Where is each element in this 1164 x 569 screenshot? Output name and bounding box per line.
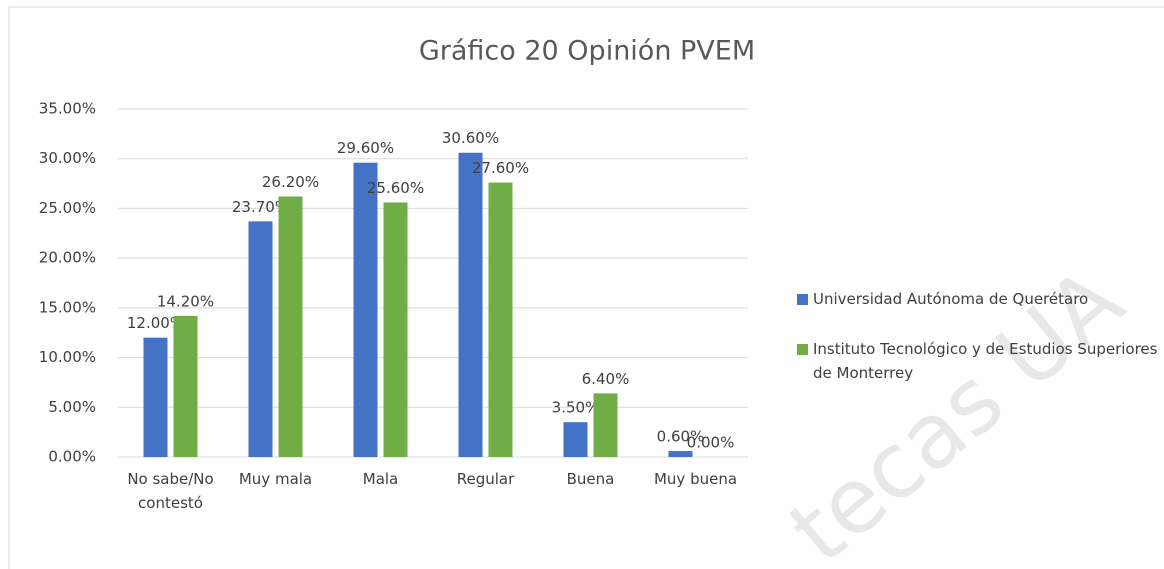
chart-border xyxy=(8,6,1164,569)
value-label: 14.20% xyxy=(157,292,214,310)
value-label: 29.60% xyxy=(337,139,394,157)
bar xyxy=(143,337,168,457)
y-tick-label: 35.00% xyxy=(39,100,96,118)
x-tick-label: Mala xyxy=(362,470,399,488)
y-tick-label: 10.00% xyxy=(39,348,96,366)
legend-entry: Universidad Autónoma de Querétaro xyxy=(797,287,1164,311)
bar xyxy=(173,315,198,457)
bar xyxy=(353,162,378,458)
value-label: 27.60% xyxy=(472,159,529,177)
value-label: 26.20% xyxy=(262,173,319,191)
legend-label: Universidad Autónoma de Querétaro xyxy=(813,290,1089,308)
bar xyxy=(458,152,483,457)
value-label: 6.40% xyxy=(582,370,630,388)
y-tick-label: 5.00% xyxy=(48,398,96,416)
chart-title: Gráfico 20 Opinión PVEM xyxy=(419,36,755,67)
value-label: 3.50% xyxy=(552,399,600,417)
x-tick-label: Buena xyxy=(566,470,615,488)
legend-swatch xyxy=(797,294,808,305)
y-tick-label: 20.00% xyxy=(39,249,96,267)
bar xyxy=(668,451,693,457)
value-label: 23.70% xyxy=(232,198,289,216)
bar xyxy=(248,221,273,457)
value-label: 12.00% xyxy=(127,314,184,332)
bar xyxy=(278,196,303,458)
legend-swatch xyxy=(797,344,808,355)
y-tick-label: 0.00% xyxy=(48,448,96,466)
value-label: 30.60% xyxy=(442,129,499,147)
y-tick-label: 25.00% xyxy=(39,199,96,217)
value-label: 25.60% xyxy=(367,179,424,197)
bar xyxy=(563,422,588,457)
x-tick-label: No sabe/No contestó xyxy=(127,470,214,512)
x-tick-label: Muy buena xyxy=(653,470,738,488)
y-tick-label: 15.00% xyxy=(39,298,96,316)
bar xyxy=(593,393,618,457)
legend-label: Instituto Tecnológico y de Estudios Supe… xyxy=(813,340,1158,382)
x-tick-label: Regular xyxy=(456,470,515,488)
bar xyxy=(383,202,408,457)
legend-entry: Instituto Tecnológico y de Estudios Supe… xyxy=(797,337,1164,385)
x-tick-label: Muy mala xyxy=(238,470,313,488)
value-label: 0.00% xyxy=(687,434,735,452)
y-tick-label: 30.00% xyxy=(39,149,96,167)
bar xyxy=(488,182,513,457)
value-label: 0.60% xyxy=(657,428,705,446)
